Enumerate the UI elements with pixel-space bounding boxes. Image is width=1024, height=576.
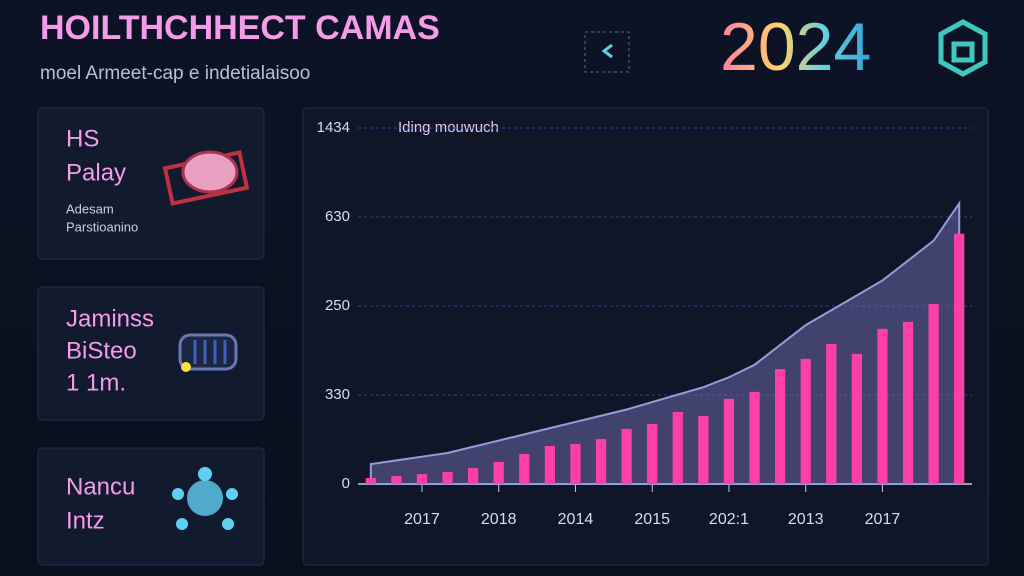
card	[37, 107, 265, 260]
bar	[468, 468, 479, 484]
area	[369, 200, 961, 485]
bar	[928, 304, 939, 484]
plot: 0 330 250 630 1434 2017 2018 2014 2015 202:1 2013 2…	[317, 119, 972, 528]
subtitle: moel Armeet-cap e indetialaisoo	[40, 63, 310, 84]
bar	[723, 398, 735, 484]
card-heading: Nancu	[66, 473, 135, 500]
bar	[365, 478, 376, 484]
toolbar-icon	[584, 31, 630, 73]
bar	[391, 476, 402, 484]
y-axis-label: 0	[342, 475, 350, 492]
x-tick-label: 2018	[481, 511, 517, 528]
bar	[570, 444, 581, 484]
bar	[595, 439, 607, 484]
bar	[877, 328, 888, 484]
bar	[851, 353, 862, 484]
card	[37, 286, 265, 421]
card-heading: Intz	[66, 507, 105, 534]
title: HOILTHCHHECT CAMAS	[40, 9, 440, 47]
x-tick-label: 2014	[558, 511, 594, 528]
card-heading: HS	[66, 125, 99, 152]
y-axis-label: 1434	[317, 119, 350, 136]
card-detail: Parstioanino	[66, 219, 138, 234]
y-axis-label: 250	[325, 297, 350, 314]
bar	[672, 412, 683, 484]
card-heading: Jaminss	[66, 305, 154, 332]
x-tick-label: 2013	[788, 511, 824, 528]
y-axis-label: 630	[325, 208, 350, 225]
bar	[800, 358, 811, 484]
bar	[775, 369, 786, 484]
bar	[902, 321, 914, 484]
card-heading: 1 1m.	[66, 369, 126, 396]
card-icon	[178, 333, 238, 372]
bar	[954, 233, 965, 484]
x-tick-label: 2017	[865, 511, 901, 528]
card-heading: Palay	[66, 159, 126, 186]
x-tick-label: 2017	[404, 511, 440, 528]
bar	[647, 423, 658, 484]
chart-title: Iding mouwuch	[398, 119, 499, 136]
cards: HS Palay Adesam Parstioanino Jaminss BiSteo 1 …	[37, 107, 265, 566]
card-icon	[162, 150, 250, 206]
y-axis-label: 330	[325, 386, 350, 403]
bar	[442, 472, 453, 484]
bar	[749, 391, 760, 484]
bar	[826, 343, 837, 484]
logo	[938, 19, 988, 77]
bar	[698, 415, 709, 484]
card-detail: Adesam	[66, 201, 114, 216]
card-icon	[172, 467, 238, 530]
bar	[621, 428, 632, 484]
card-heading: BiSteo	[66, 337, 137, 364]
bar	[519, 453, 530, 484]
x-tick-label: 202:1	[709, 511, 749, 528]
bar	[416, 474, 428, 484]
bar	[544, 446, 555, 484]
x-tick-label: 2015	[634, 511, 670, 528]
bar	[493, 461, 504, 484]
year: 2024	[720, 9, 871, 85]
